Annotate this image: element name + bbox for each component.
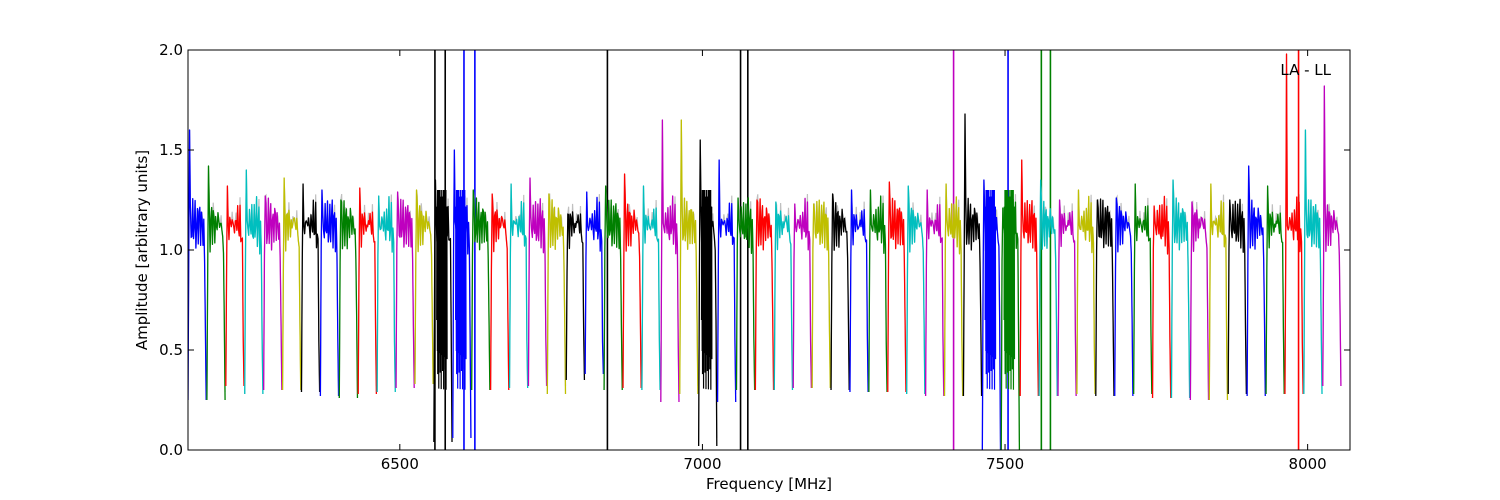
channel-trace (395, 191, 415, 389)
x-tick-label: 6500 (381, 455, 419, 473)
channel-trace (603, 185, 623, 391)
chart-annotation: LA - LL (1280, 61, 1331, 79)
channel-trace (1151, 195, 1172, 399)
channel-trace (565, 211, 586, 381)
channel-trace (1132, 183, 1153, 395)
channel-trace (849, 189, 869, 393)
channel-trace (263, 195, 283, 391)
channel-noise (700, 189, 713, 390)
channel-trace (679, 119, 699, 395)
channel-trace (1057, 199, 1077, 397)
y-tick-label: 1.5 (159, 141, 183, 159)
channel-trace (281, 177, 302, 391)
channel-trace (1076, 189, 1096, 395)
x-tick-label: 7000 (683, 455, 721, 473)
channel-trace (471, 189, 491, 391)
y-axis-ticks: 0.0 0.5 1.0 1.5 2.0 (159, 41, 1350, 459)
channel-trace (527, 177, 548, 387)
channel-trace (1246, 165, 1266, 397)
channel-trace (188, 129, 207, 401)
y-tick-label: 0.5 (159, 341, 183, 359)
channel-trace (1208, 183, 1229, 401)
channel-trace (1095, 198, 1115, 397)
channel-trace (943, 183, 964, 397)
channel-trace (962, 113, 983, 397)
channel-trace (811, 199, 831, 389)
channel-trace (622, 173, 642, 389)
channel-trace (1227, 198, 1248, 395)
channel-trace (1038, 179, 1058, 397)
channel-trace (735, 197, 756, 391)
channel-trace (1265, 185, 1285, 395)
channel-trace (868, 189, 888, 393)
y-tick-label: 1.0 (159, 241, 183, 259)
channel-trace (1114, 197, 1134, 397)
series-layer (188, 50, 1342, 450)
x-tick-label: 8000 (1289, 455, 1327, 473)
channel-trace (546, 193, 567, 395)
channel-trace (300, 183, 321, 393)
channel-trace (792, 197, 813, 389)
y-tick-label: 0.0 (159, 441, 183, 459)
channel-trace (376, 195, 396, 393)
channel-trace (716, 159, 737, 403)
channel-noise (1003, 189, 1016, 390)
channel-trace (906, 185, 926, 395)
channel-trace (225, 185, 245, 387)
channel-trace (206, 165, 226, 401)
channel-trace (1189, 201, 1210, 401)
channel-trace (1303, 129, 1323, 395)
channel-trace (773, 201, 794, 391)
channel-trace (489, 193, 510, 391)
plot-background (188, 50, 1350, 450)
channel-trace (1322, 85, 1342, 387)
channel-trace (1019, 159, 1039, 397)
channel-trace (244, 169, 264, 395)
channel-trace (830, 193, 850, 391)
channel-trace (924, 189, 945, 397)
channel-trace (641, 185, 661, 391)
x-axis-ticks: 6500 7000 7500 8000 (381, 50, 1327, 473)
channel-trace (584, 191, 604, 375)
channel-noise (984, 189, 997, 390)
x-tick-label: 7500 (986, 455, 1024, 473)
x-axis-label: Frequency [MHz] (706, 475, 832, 493)
channel-trace (1170, 179, 1191, 399)
channel-trace (1284, 53, 1304, 395)
channel-trace (887, 181, 907, 393)
channel-trace (754, 198, 775, 391)
channel-trace (414, 189, 434, 385)
y-tick-label: 2.0 (159, 41, 183, 59)
channel-trace (660, 119, 680, 403)
y-axis-label: Amplitude [arbitrary units] (133, 150, 151, 350)
channel-trace (357, 187, 378, 395)
channel-trace (508, 183, 529, 389)
channel-trace (319, 189, 340, 397)
channel-trace (338, 199, 359, 399)
